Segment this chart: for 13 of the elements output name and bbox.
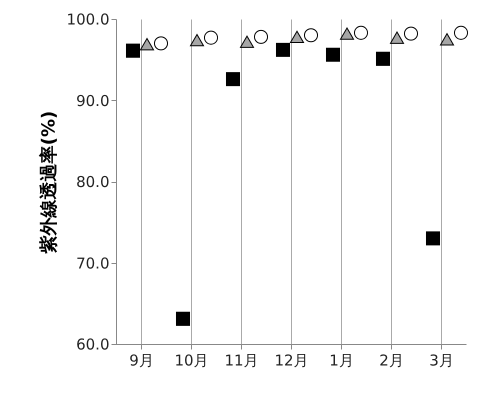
x-tick-label: 2月 <box>379 352 404 370</box>
y-tick-label: 90.0 <box>76 92 110 110</box>
x-tick-label: 10月 <box>174 352 209 370</box>
y-tick-label: 60.0 <box>76 336 110 354</box>
x-tick-label: 3月 <box>429 352 454 370</box>
x-tick-label: 1月 <box>329 352 354 370</box>
x-tick-label: 12月 <box>274 352 309 370</box>
y-tick-label: 80.0 <box>76 173 110 191</box>
x-tick-label: 11月 <box>224 352 259 370</box>
y-tick-label: 70.0 <box>76 254 110 272</box>
y-tick-label: 100.0 <box>66 10 110 28</box>
x-tick-label: 9月 <box>129 352 154 370</box>
y-axis-title: 紫外線透過率(%) <box>38 110 60 254</box>
